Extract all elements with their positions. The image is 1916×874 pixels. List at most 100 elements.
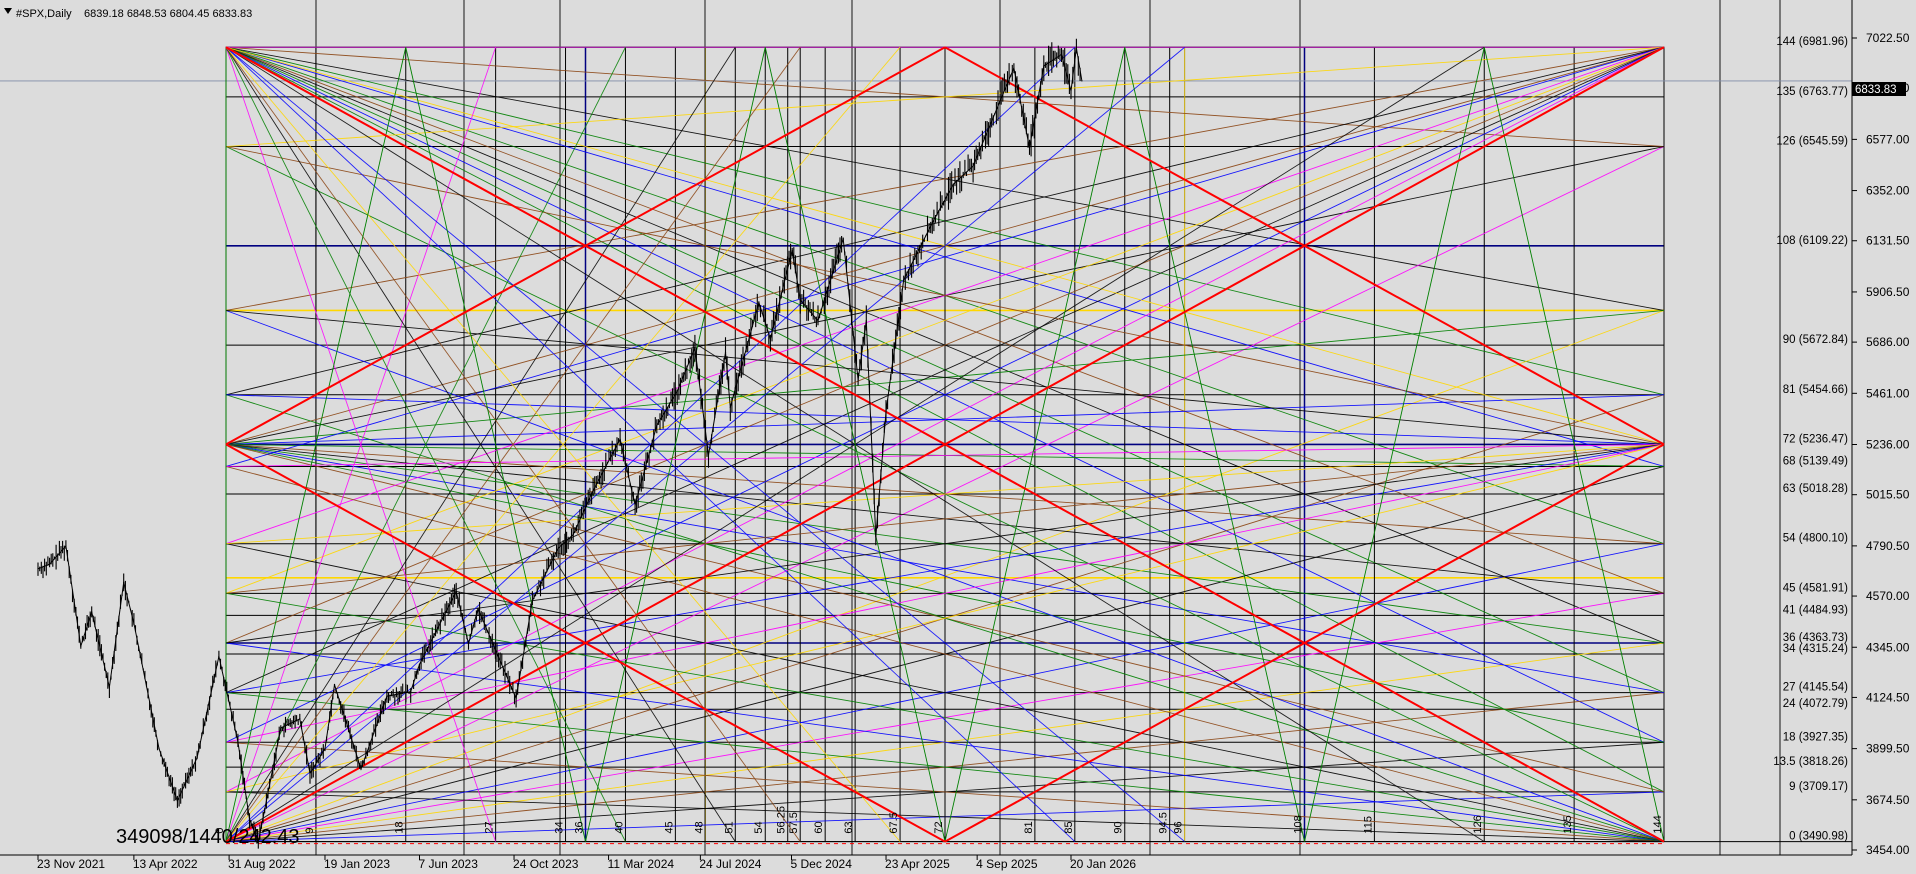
gann-fan-line (225, 791, 1665, 843)
price-point (572, 534, 574, 536)
time-tick-label: 19 Jan 2023 (324, 857, 390, 871)
gann-fan-line (225, 47, 407, 842)
price-point (280, 727, 282, 729)
footer-counter: 349098/1440/242.43 (116, 826, 300, 848)
gann-fan-line (225, 46, 1665, 743)
price-tick-label: 5015.50 (1866, 488, 1910, 502)
price-point (791, 249, 793, 251)
price-point (1081, 80, 1083, 82)
price-level-label: 54 (4800.10) (1783, 533, 1848, 545)
price-tick-label: 5236.00 (1866, 438, 1910, 452)
symbol-label: #SPX,Daily (16, 8, 72, 20)
gann-fan-line (225, 46, 1665, 396)
price-tick-label: 3899.50 (1866, 742, 1910, 756)
price-point (37, 568, 39, 570)
price-point (299, 718, 301, 720)
time-tick-label: 24 Jul 2024 (699, 857, 761, 871)
gann-fan-line (944, 47, 1126, 842)
price-point (360, 768, 362, 770)
price-tick-label: 5461.00 (1866, 386, 1910, 400)
price-series (37, 38, 1083, 849)
price-level-label: 63 (5018.28) (1783, 483, 1848, 495)
price-tick-label: 5686.00 (1866, 335, 1910, 349)
red-diagonal-line (225, 46, 1665, 843)
price-level-label: 45 (4581.91) (1783, 582, 1848, 594)
price-point (418, 663, 421, 665)
ohlc-readout: 6839.18 6848.53 6804.45 6833.83 (84, 8, 252, 20)
price-point (176, 800, 178, 802)
price-point (333, 684, 336, 686)
price-point (386, 695, 388, 697)
gann-fan-line (225, 46, 736, 842)
time-division-label: 90 (1113, 821, 1125, 833)
price-point (1013, 67, 1015, 69)
price-tick-label: 4790.50 (1866, 539, 1910, 553)
gann-fan-line (225, 642, 1665, 843)
gann-fan-line (225, 443, 1665, 644)
price-level-labels: 144 (6981.96) 135 (6763.77) 126 (6545.59) 1… (1773, 36, 1848, 842)
gann-fan-line (225, 46, 1665, 311)
price-point (1070, 90, 1072, 92)
price-point (799, 299, 801, 301)
price-point (694, 347, 696, 349)
price-point (885, 411, 887, 413)
price-level-label: 108 (6109.22) (1776, 235, 1848, 247)
gann-fan-line (225, 310, 1665, 445)
price-point (1060, 53, 1063, 56)
price-point (656, 424, 658, 426)
price-level-label: 18 (3927.35) (1783, 731, 1848, 743)
price-point (108, 686, 110, 688)
gann-fan-line (225, 46, 1665, 147)
price-point (857, 379, 859, 381)
price-level-label: 13.5 (3818.26) (1773, 756, 1848, 768)
gann-fan-line (764, 47, 946, 842)
price-tick-label: 3674.50 (1866, 793, 1910, 807)
price-point (455, 590, 457, 593)
time-axis: 23 Nov 2021 13 Apr 2022 31 Aug 2022 19 Jan … (0, 854, 1852, 871)
time-division-label: 36 (574, 821, 586, 833)
price-point (758, 301, 760, 304)
gann-fan-line (225, 46, 1076, 842)
price-point (467, 643, 470, 645)
price-point (123, 581, 125, 584)
time-division-label: 60 (813, 821, 825, 833)
price-point (1028, 147, 1031, 149)
price-axis: 7022.506802.006577.006352.006131.505906.… (1851, 0, 1916, 874)
time-division-label: 63 (843, 821, 855, 833)
time-division-label: 85 (1063, 821, 1075, 833)
price-point (324, 747, 326, 750)
price-point (817, 320, 819, 322)
gann-fan-line (585, 47, 766, 842)
time-tick-label: 24 Oct 2023 (513, 857, 579, 871)
price-tick-label: 4345.00 (1866, 640, 1910, 654)
price-point (257, 841, 259, 843)
time-division-label: 48 (693, 821, 705, 833)
time-division-label: 0 (214, 827, 226, 833)
price-level-label: 24 (4072.79) (1783, 698, 1848, 710)
red-zigzag-lines (225, 46, 1665, 845)
price-tick-label: 6577.00 (1866, 132, 1910, 146)
price-point (80, 645, 82, 647)
time-tick-label: 23 Apr 2025 (885, 857, 950, 871)
price-level-label: 72 (5236.47) (1783, 433, 1848, 445)
price-point (158, 747, 160, 750)
gann-fan-line (225, 146, 1665, 445)
current-price-tag (1852, 82, 1906, 96)
price-level-label: 126 (6545.59) (1776, 136, 1848, 148)
time-division-label: 56.25 (776, 806, 788, 834)
gann-fan-line (225, 394, 1665, 445)
gann-fan-line (225, 46, 1665, 467)
gann-fan-line (225, 741, 1665, 843)
price-point (707, 454, 710, 456)
price-point (218, 655, 220, 658)
price-point (952, 183, 955, 185)
price-axis-background (1852, 0, 1916, 874)
gann-fan-line (225, 466, 1665, 843)
price-point (477, 608, 479, 610)
gann-fan-line (225, 592, 1665, 843)
time-division-label: 45 (663, 821, 675, 833)
collapse-triangle-icon[interactable] (4, 8, 12, 14)
price-point (1075, 47, 1077, 49)
